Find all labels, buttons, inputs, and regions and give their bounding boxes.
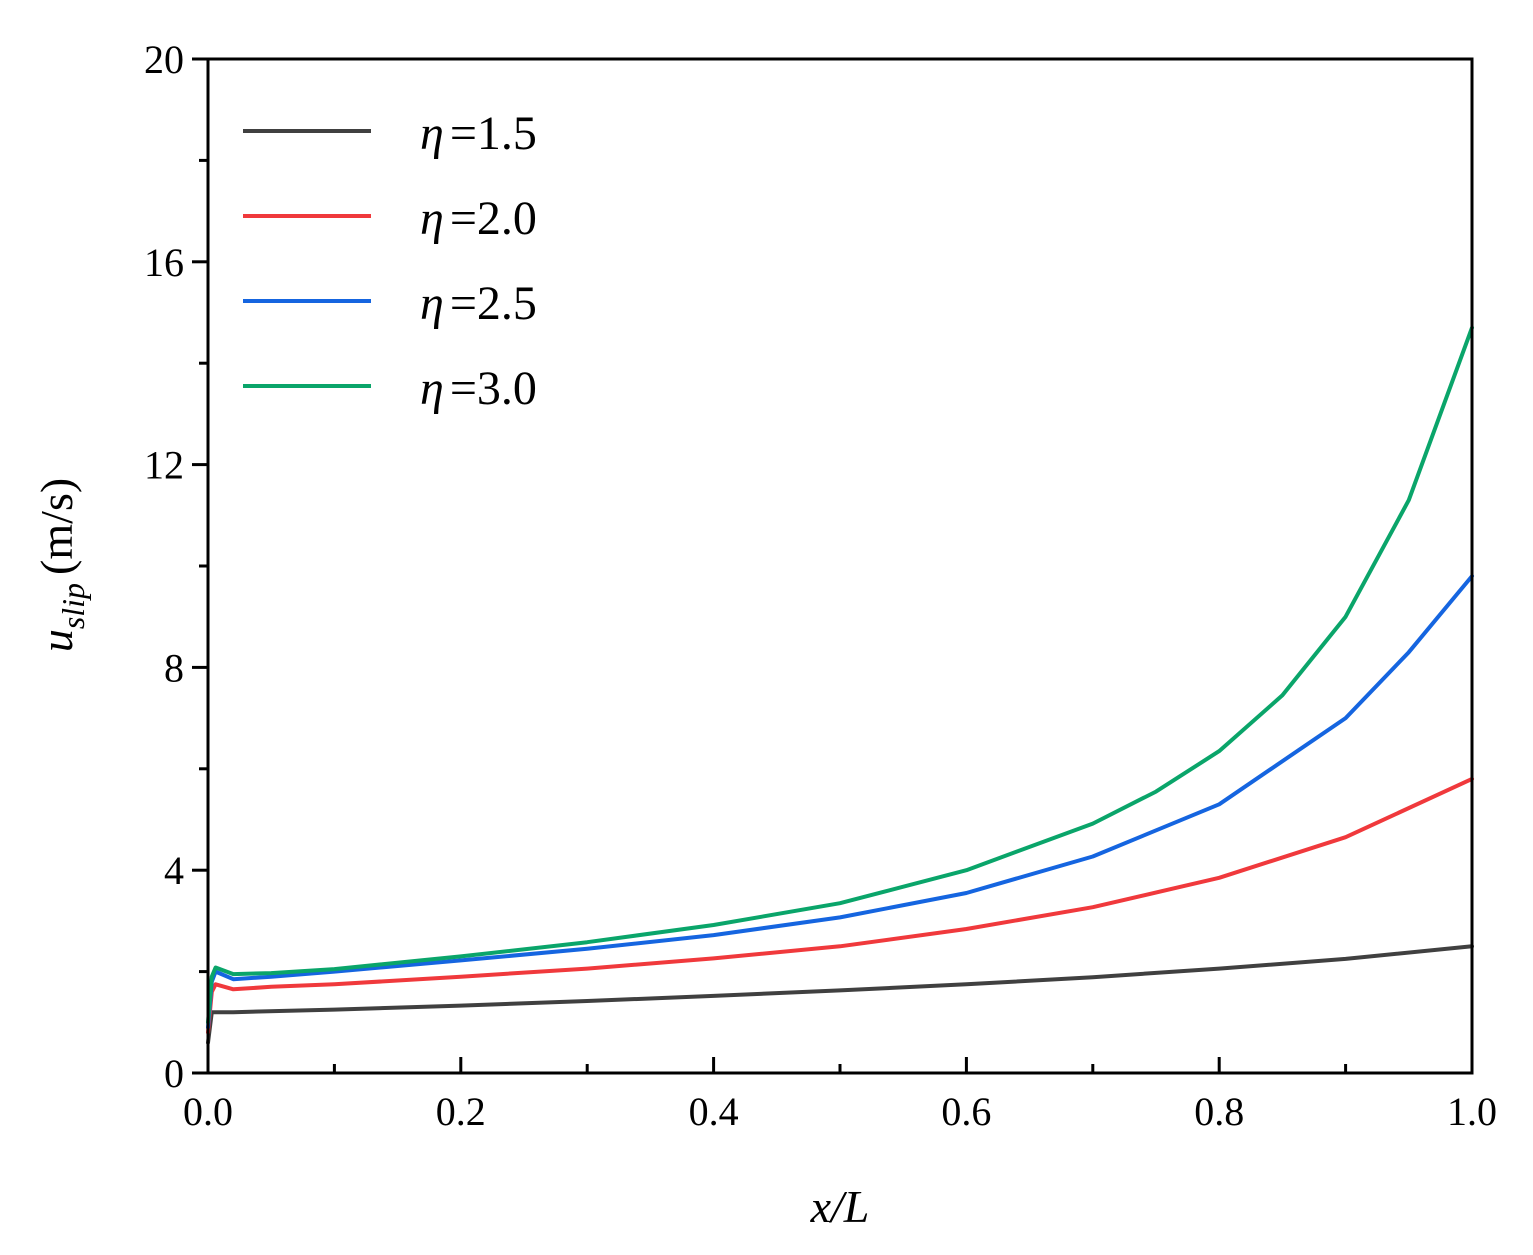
svg-text:uslip(m/s): uslip (m/s) <box>31 478 91 652</box>
y-tick-label: 16 <box>144 240 184 285</box>
series-line-2 <box>206 776 1474 1035</box>
x-axis: 0.0 0.2 0.4 0.6 0.8 1.0 <box>183 1057 1497 1134</box>
x-tick-label: 1.0 <box>1447 1089 1497 1134</box>
x-tick-label: 0.0 <box>183 1089 233 1134</box>
series-line-1 <box>206 944 1474 1045</box>
legend-item-2: η =2.0 <box>243 192 537 245</box>
plot-area <box>206 57 1474 1075</box>
y-tick-label: 20 <box>144 37 184 82</box>
legend-label: η =2.0 <box>420 192 537 245</box>
plot-frame <box>206 57 1474 1075</box>
series-line-4 <box>206 325 1474 1025</box>
y-tick-label: 4 <box>164 848 184 893</box>
legend-item-1: η =1.5 <box>243 107 537 160</box>
x-tick-label: 0.4 <box>689 1089 739 1134</box>
y-tick-label: 8 <box>164 645 184 690</box>
y-axis: 0 4 8 12 16 20 <box>144 37 208 1096</box>
y-tick-label: 0 <box>164 1051 184 1096</box>
legend-label: η =1.5 <box>420 107 537 160</box>
x-tick-label: 0.2 <box>436 1089 486 1134</box>
y-axis-title: uslip (m/s) <box>31 478 91 652</box>
legend-label: η =2.5 <box>420 277 537 330</box>
legend: η =1.5 η =2.0 η =2.5 η =3.0 <box>243 107 537 415</box>
y-axis-title-sub: slip <box>55 583 91 629</box>
x-tick-label: 0.6 <box>941 1089 991 1134</box>
legend-label: η =3.0 <box>420 362 537 415</box>
y-axis-title-unit: (m/s) <box>31 478 82 575</box>
legend-item-4: η =3.0 <box>243 362 537 415</box>
y-tick-label: 12 <box>144 443 184 488</box>
series-line-3 <box>206 574 1474 1030</box>
x-tick-label: 0.8 <box>1194 1089 1244 1134</box>
y-axis-title-var: u <box>31 629 82 652</box>
legend-item-3: η =2.5 <box>243 277 537 330</box>
x-axis-title: x/L <box>810 1181 870 1232</box>
